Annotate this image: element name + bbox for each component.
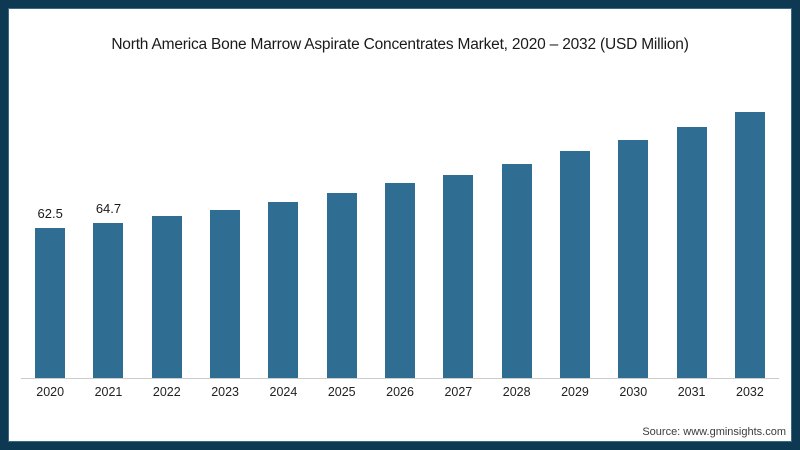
bar-2026 (385, 183, 416, 378)
x-tick-label-2028: 2028 (502, 385, 531, 399)
bar-slot-2024 (254, 201, 312, 378)
x-axis-labels: 2020 2021 2022 2023 2024 2025 2026 2027 2028 2029… (21, 385, 779, 399)
bar-2020 (35, 228, 66, 378)
bar-2023 (210, 209, 241, 378)
x-tick-label-2030: 2030 (619, 385, 648, 399)
x-tick-label-2027: 2027 (444, 385, 473, 399)
x-tick-label-2032: 2032 (736, 385, 764, 399)
bar-2029 (559, 151, 590, 378)
bar-slot-2022 (138, 216, 196, 378)
chart-title: North America Bone Marrow Aspirate Conce… (111, 36, 689, 53)
bar-slot-2020: 62.5 (21, 207, 79, 378)
x-tick-label-2022: 2022 (152, 385, 181, 399)
bar-slot-2029 (546, 151, 604, 378)
x-tick-label-2025: 2025 (327, 385, 356, 399)
bar-slot-2027 (429, 174, 487, 378)
bar-2021 (93, 222, 124, 378)
source-attribution: Source: www.gminsights.com (642, 426, 786, 438)
x-tick-label-2023: 2023 (211, 385, 239, 399)
bar-2022 (151, 216, 182, 378)
bar-value-label: 62.5 (37, 206, 63, 221)
x-tick-label-2024: 2024 (269, 385, 298, 399)
bar-2024 (268, 201, 299, 378)
x-tick-label-2021: 2021 (94, 385, 123, 399)
bar-2032 (734, 112, 765, 378)
plot-area: 62.5 64.7 (21, 96, 779, 379)
bar-slot-2023 (196, 209, 254, 378)
bar-slot-2025 (313, 192, 371, 378)
bar-slot-2032 (721, 112, 779, 378)
bar-2025 (326, 192, 357, 378)
bar-slot-2021: 64.7 (79, 202, 137, 378)
x-tick-label-2026: 2026 (386, 385, 414, 399)
x-tick-label-2031: 2031 (677, 385, 706, 399)
bar-slot-2028 (488, 163, 546, 378)
bar-2028 (501, 163, 532, 378)
bar-2031 (676, 126, 707, 378)
bar-value-label: 64.7 (95, 200, 122, 216)
x-tick-label-2029: 2029 (561, 385, 589, 399)
bar-slot-2031 (662, 126, 720, 378)
bar-2027 (443, 174, 474, 378)
x-tick-label-2020: 2020 (36, 385, 65, 399)
bar-slot-2030 (604, 139, 662, 378)
bar-slot-2026 (371, 183, 429, 378)
bar-2030 (618, 139, 649, 378)
